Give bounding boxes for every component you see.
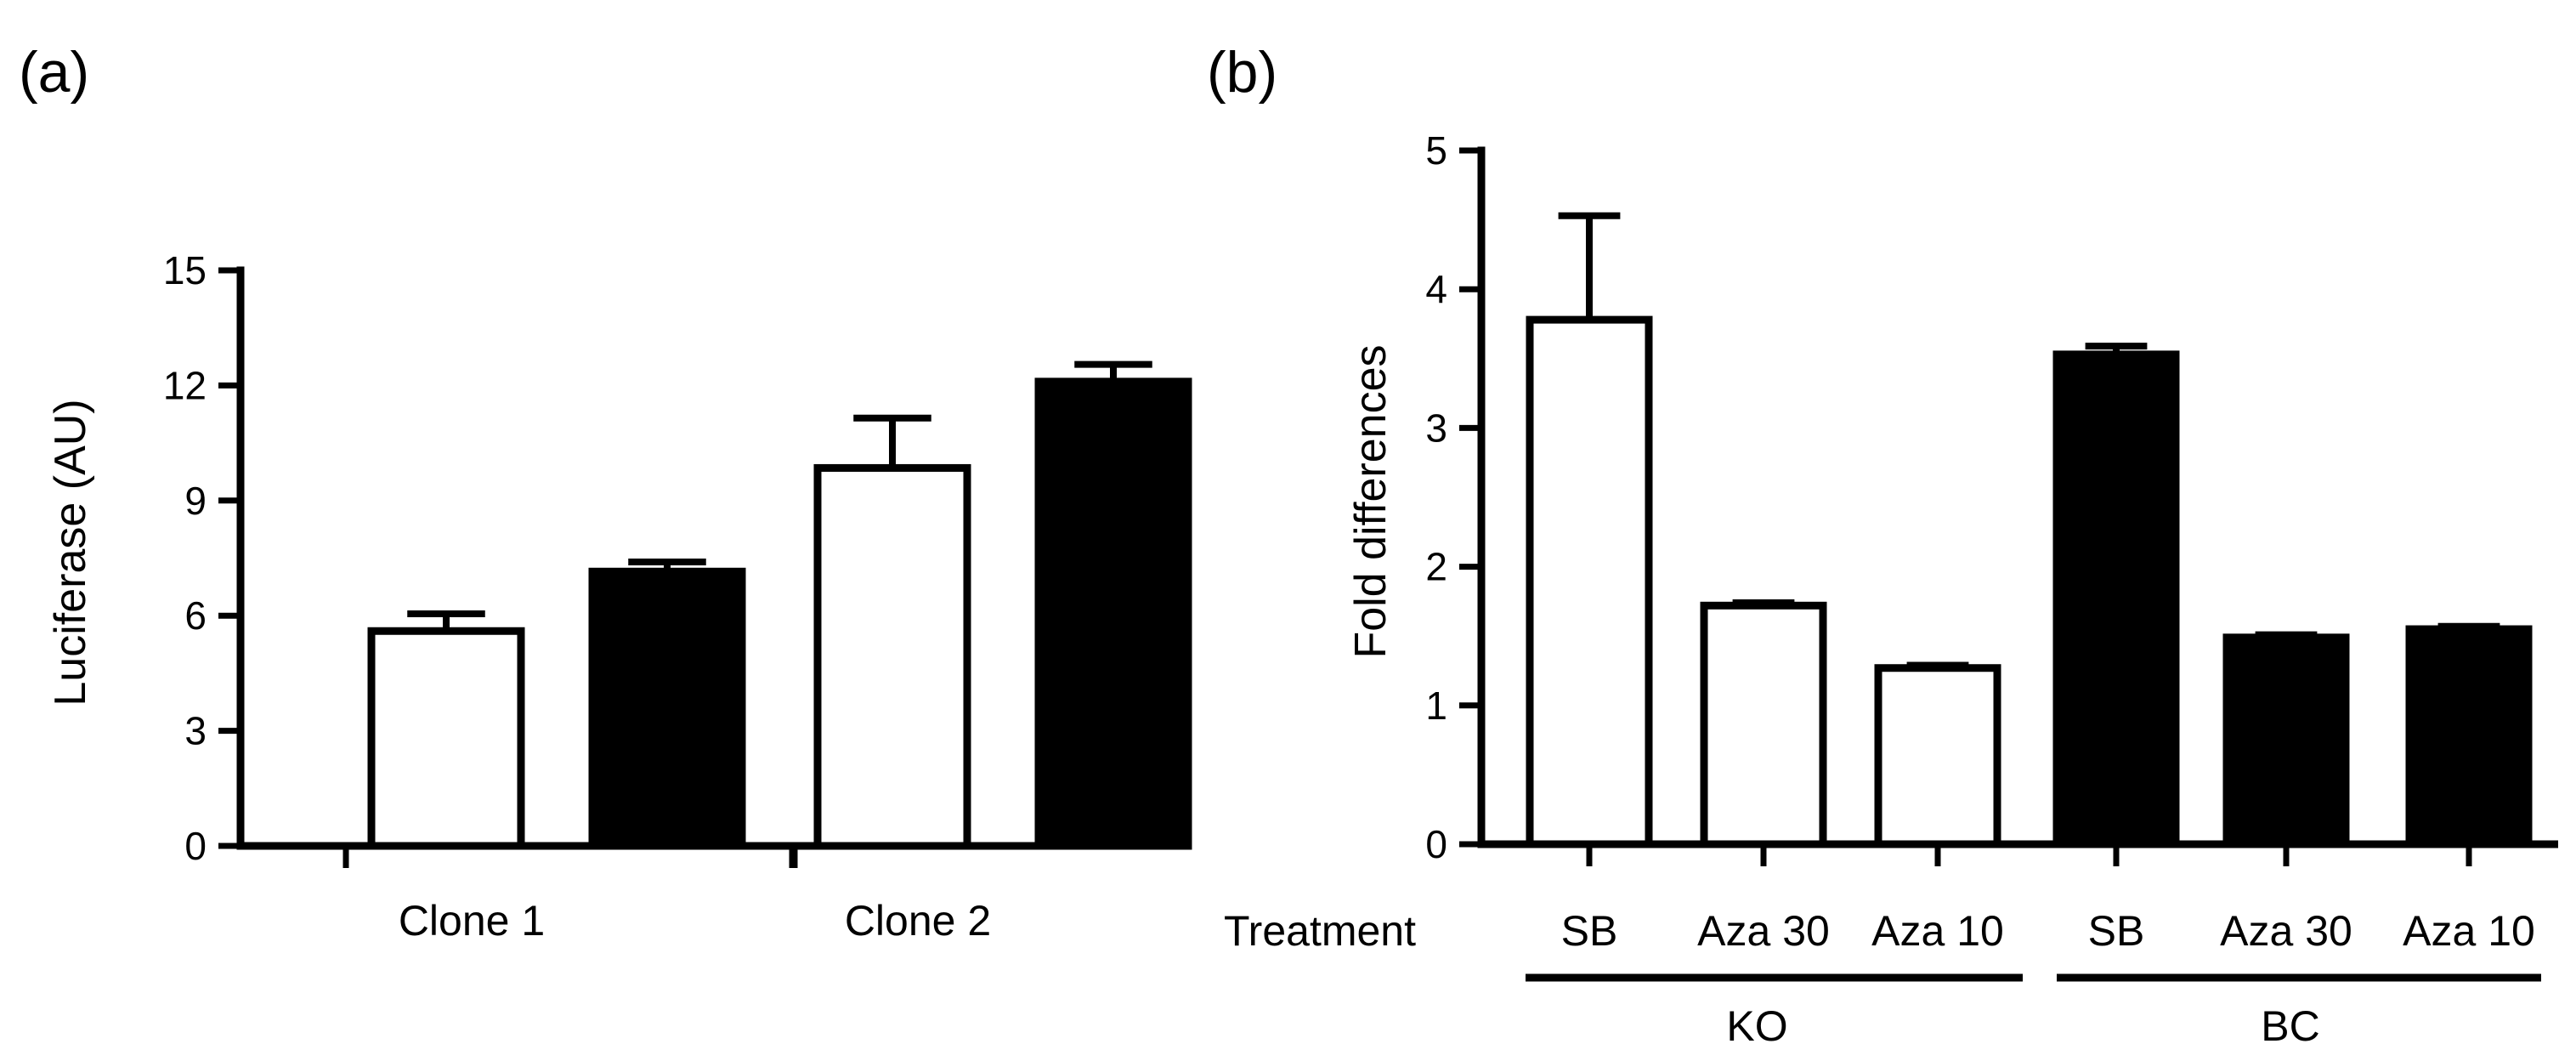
panel-b-y-axis-title: Fold differences [1346,344,1396,658]
panel-b-treatment-row-label: Treatment [1224,907,1416,955]
panel-b-y-tick-label: 0 [1425,822,1447,866]
panel-a-y-tick-label: 6 [184,593,207,638]
panel-a: (a) Luciferase (AU) 0 3 6 9 12 15 Clone 1 Clone… [19,40,1192,945]
panel-b-x-category-label: Aza 30 [1697,907,1830,955]
panel-b-group-label: KO [1726,1002,1787,1050]
panel-a-black-2-bar [1034,377,1192,850]
panel-b: (b) Fold differences Treatment 0 1 2 3 4 5 SB A… [1207,40,2558,1050]
panel-a-y-tick-label: 9 [184,479,207,523]
panel-b-x-category-label: SB [2088,907,2145,955]
panel-b-group-brackets: KO BC [1526,973,2541,1050]
panel-b-white-3-bar [1874,664,2001,848]
panel-b-white-2-bar [1700,601,1827,848]
panel-b-white-1-bar [1526,315,1653,848]
panel-b-black-4-bar [2052,350,2180,848]
panel-b-black-6-bar [2405,625,2533,848]
panel-b-black-5-bar [2222,633,2350,848]
panel-a-y-axis-title: Luciferase (AU) [46,399,95,706]
panel-a-black-1-bar [588,567,746,850]
panel-a-y-tick-label: 12 [163,363,207,407]
panel-a-white-2-bar [813,463,971,850]
panel-b-label: (b) [1207,40,1277,105]
panel-a-y-tick-label: 3 [184,709,207,753]
panel-b-x-category-label: Aza 30 [2220,907,2352,955]
panel-b-y-tick-label: 2 [1425,545,1447,589]
panel-a-y-tick-label: 0 [184,824,207,868]
panel-a-white-1-bar [367,627,525,850]
panel-a-bars [367,360,1192,850]
panel-a-x-category-label: Clone 2 [845,897,991,945]
panel-a-x-category-label: Clone 1 [399,897,545,945]
panel-a-label: (a) [19,40,89,105]
panel-b-y-tick-label: 5 [1425,128,1447,173]
panel-b-bars [1526,212,2533,848]
panel-b-group-label: BC [2261,1002,2319,1050]
panel-b-y-tick-label: 4 [1425,267,1447,311]
panel-b-x-category-label: Aza 10 [2403,907,2535,955]
panel-b-axes: 0 1 2 3 4 5 SB Aza 30 Aza 10 SB Aza 30 Aza 10 [1425,128,2558,955]
panel-b-y-tick-label: 1 [1425,684,1447,728]
panel-b-x-category-label: Aza 10 [1871,907,2004,955]
panel-b-x-category-label: SB [1561,907,1618,955]
panel-b-y-tick-label: 3 [1425,406,1447,450]
panel-a-y-tick-label: 15 [163,248,207,292]
